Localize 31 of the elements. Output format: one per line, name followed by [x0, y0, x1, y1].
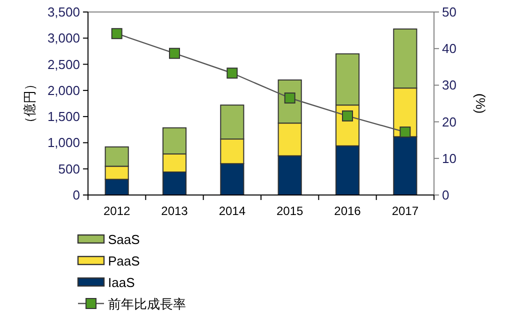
y2-tick-label: 20 — [442, 114, 456, 130]
y-tick-label: 500 — [58, 161, 80, 176]
y2-tick-label: 10 — [442, 150, 456, 166]
y2-tick-label: 40 — [442, 41, 456, 56]
y2-tick-label: 30 — [442, 78, 456, 93]
x-tick-label: 2014 — [218, 204, 246, 218]
legend-label: SaaS — [108, 232, 140, 247]
y-tick-label: 3,500 — [47, 4, 80, 20]
x-tick-label: 2013 — [161, 204, 188, 218]
y2-tick-label: 50 — [442, 4, 456, 20]
y-tick-label: 2,000 — [47, 82, 80, 98]
x-tick-label: 2016 — [334, 204, 362, 218]
x-tick-label: 2017 — [392, 204, 419, 218]
point — [400, 126, 411, 138]
y-tick-label: 1,000 — [47, 135, 80, 150]
legend-label: 前年比成長率 — [108, 296, 186, 312]
point — [111, 28, 122, 40]
y-axis-title: （億円） — [22, 78, 37, 130]
legend-label: PaaS — [108, 254, 140, 268]
legend-label: IaaS — [108, 275, 136, 290]
y2-tick-label: 0 — [442, 188, 450, 202]
point — [226, 68, 238, 79]
point — [342, 110, 353, 122]
y-tick-label: 2,500 — [47, 56, 80, 72]
y2-axis-title: (%) — [473, 93, 488, 114]
x-tick-label: 2012 — [103, 204, 131, 218]
point — [169, 48, 180, 59]
y-tick-label: 1,500 — [47, 109, 80, 124]
x-tick-label: 2015 — [276, 204, 304, 218]
y-tick-label: 3,000 — [47, 30, 80, 46]
y-tick-label: 0 — [72, 188, 80, 202]
